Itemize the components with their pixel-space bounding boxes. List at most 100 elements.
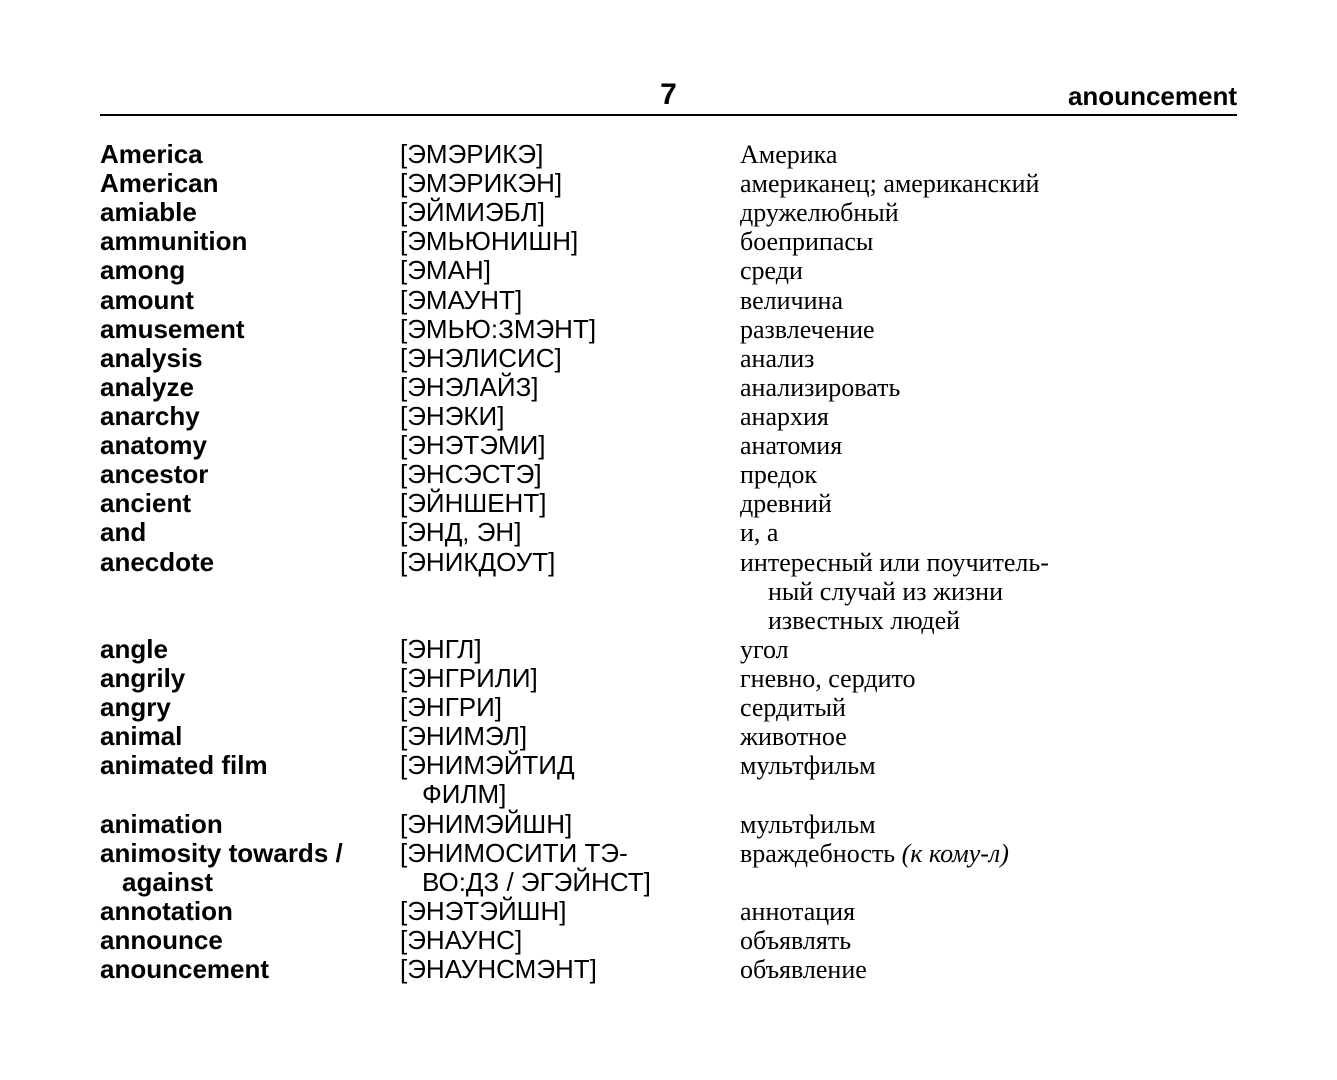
entries-container: America[ЭМЭРИКЭ]АмерикаAmerican[ЭМЭРИКЭН… [100, 140, 1237, 984]
translation: мультфильм [740, 751, 1237, 780]
translation: ный случай из жизни [740, 577, 1237, 606]
phonetic: [ЭМЬЮНИШН] [400, 227, 740, 256]
entry-row: amusement[ЭМЬЮ:ЗМЭНТ]развлечение [100, 315, 1237, 344]
translation: объявлять [740, 926, 1237, 955]
phonetic: [ЭНД, ЭН] [400, 518, 740, 547]
translation: враждебность (к кому-л) [740, 839, 1237, 868]
english-word: announce [100, 926, 400, 955]
translation: древний [740, 489, 1237, 518]
english-word: American [100, 169, 400, 198]
entry-row: analysis[ЭНЭЛИСИС]анализ [100, 344, 1237, 373]
entry-row: ancient[ЭЙНШЕНТ]древний [100, 489, 1237, 518]
entry-row: animated film[ЭНИМЭЙТИДмультфильм [100, 751, 1237, 780]
translation: сердитый [740, 693, 1237, 722]
translation: предок [740, 460, 1237, 489]
entry-row: among[ЭМАН]среди [100, 256, 1237, 285]
entry-row: animosity towards /[ЭНИМОСИТИ ТЭ-враждеб… [100, 839, 1237, 868]
entry-row: animal[ЭНИМЭЛ]животное [100, 722, 1237, 751]
english-word: amount [100, 286, 400, 315]
english-word: amiable [100, 198, 400, 227]
translation: Америка [740, 140, 1237, 169]
phonetic: [ЭНЭЛИСИС] [400, 344, 740, 373]
phonetic: [ЭНЭКИ] [400, 402, 740, 431]
page-number: 7 [660, 78, 677, 112]
dictionary-page: 7 anouncement America[ЭМЭРИКЭ]АмерикаAme… [0, 0, 1337, 984]
page-header: 7 anouncement [100, 70, 1237, 116]
translation: анализ [740, 344, 1237, 373]
phonetic: [ЭНАУНС] [400, 926, 740, 955]
english-word: anarchy [100, 402, 400, 431]
entry-row: amount[ЭМАУНТ]величина [100, 286, 1237, 315]
phonetic: [ЭНИКДОУТ] [400, 548, 740, 577]
english-word: ancestor [100, 460, 400, 489]
entry-row: analyze[ЭНЭЛАЙЗ]анализировать [100, 373, 1237, 402]
entry-row: angle[ЭНГЛ]угол [100, 635, 1237, 664]
phonetic: [ЭНАУНСМЭНТ] [400, 955, 740, 984]
entry-row: announce[ЭНАУНС]объявлять [100, 926, 1237, 955]
translation: анархия [740, 402, 1237, 431]
english-word: America [100, 140, 400, 169]
phonetic: [ЭМАУНТ] [400, 286, 740, 315]
entry-row: ФИЛМ] [100, 780, 1237, 809]
entry-row: and[ЭНД, ЭН]и, а [100, 518, 1237, 547]
entry-row: amiable[ЭЙМИЭБЛ]дружелюбный [100, 198, 1237, 227]
phonetic: [ЭНЭЛАЙЗ] [400, 373, 740, 402]
translation: американец; американский [740, 169, 1237, 198]
translation: величина [740, 286, 1237, 315]
translation: аннотация [740, 897, 1237, 926]
english-word: anatomy [100, 431, 400, 460]
phonetic: [ЭНСЭСТЭ] [400, 460, 740, 489]
translation: угол [740, 635, 1237, 664]
translation: боеприпасы [740, 227, 1237, 256]
entry-row: American[ЭМЭРИКЭН]американец; американск… [100, 169, 1237, 198]
english-word: among [100, 256, 400, 285]
english-word: and [100, 518, 400, 547]
phonetic: [ЭНИМОСИТИ ТЭ- [400, 839, 740, 868]
phonetic: [ЭНГРИЛИ] [400, 664, 740, 693]
english-word: animal [100, 722, 400, 751]
phonetic: [ЭНГРИ] [400, 693, 740, 722]
entry-row: известных людей [100, 606, 1237, 635]
english-word: anouncement [100, 955, 400, 984]
english-word: annotation [100, 897, 400, 926]
entry-row: annotation[ЭНЭТЭЙШН]аннотация [100, 897, 1237, 926]
english-word: angle [100, 635, 400, 664]
english-word: analysis [100, 344, 400, 373]
phonetic: [ЭМЭРИКЭ] [400, 140, 740, 169]
entry-row: ammunition[ЭМЬЮНИШН]боеприпасы [100, 227, 1237, 256]
english-word: analyze [100, 373, 400, 402]
english-word: ammunition [100, 227, 400, 256]
translation: известных людей [740, 606, 1237, 635]
phonetic: ФИЛМ] [400, 780, 740, 809]
english-word: animated film [100, 751, 400, 780]
english-word: animosity towards / [100, 839, 400, 868]
entry-row: angrily[ЭНГРИЛИ]гневно, сердито [100, 664, 1237, 693]
translation: мультфильм [740, 810, 1237, 839]
english-word: anecdote [100, 548, 400, 577]
translation: анатомия [740, 431, 1237, 460]
phonetic: [ЭМЬЮ:ЗМЭНТ] [400, 315, 740, 344]
english-word: animation [100, 810, 400, 839]
entry-row: America[ЭМЭРИКЭ]Америка [100, 140, 1237, 169]
phonetic: [ЭНГЛ] [400, 635, 740, 664]
entry-row: anouncement[ЭНАУНСМЭНТ]объявление [100, 955, 1237, 984]
translation: дружелюбный [740, 198, 1237, 227]
guide-word: anouncement [1068, 81, 1237, 112]
phonetic: [ЭМЭРИКЭН] [400, 169, 740, 198]
translation: гневно, сердито [740, 664, 1237, 693]
entry-row: againstВО:ДЗ / ЭГЭЙНСТ] [100, 868, 1237, 897]
phonetic: ВО:ДЗ / ЭГЭЙНСТ] [400, 868, 740, 897]
phonetic: [ЭМАН] [400, 256, 740, 285]
phonetic: [ЭНЭТЭМИ] [400, 431, 740, 460]
translation: объявление [740, 955, 1237, 984]
entry-row: anarchy[ЭНЭКИ]анархия [100, 402, 1237, 431]
entry-row: anatomy[ЭНЭТЭМИ]анатомия [100, 431, 1237, 460]
entry-row: ный случай из жизни [100, 577, 1237, 606]
english-word: ancient [100, 489, 400, 518]
translation: развлечение [740, 315, 1237, 344]
translation: среди [740, 256, 1237, 285]
phonetic: [ЭНЭТЭЙШН] [400, 897, 740, 926]
entry-row: anecdote[ЭНИКДОУТ]интересный или поучите… [100, 548, 1237, 577]
translation: интересный или поучитель- [740, 548, 1237, 577]
entry-row: animation[ЭНИМЭЙШН]мультфильм [100, 810, 1237, 839]
